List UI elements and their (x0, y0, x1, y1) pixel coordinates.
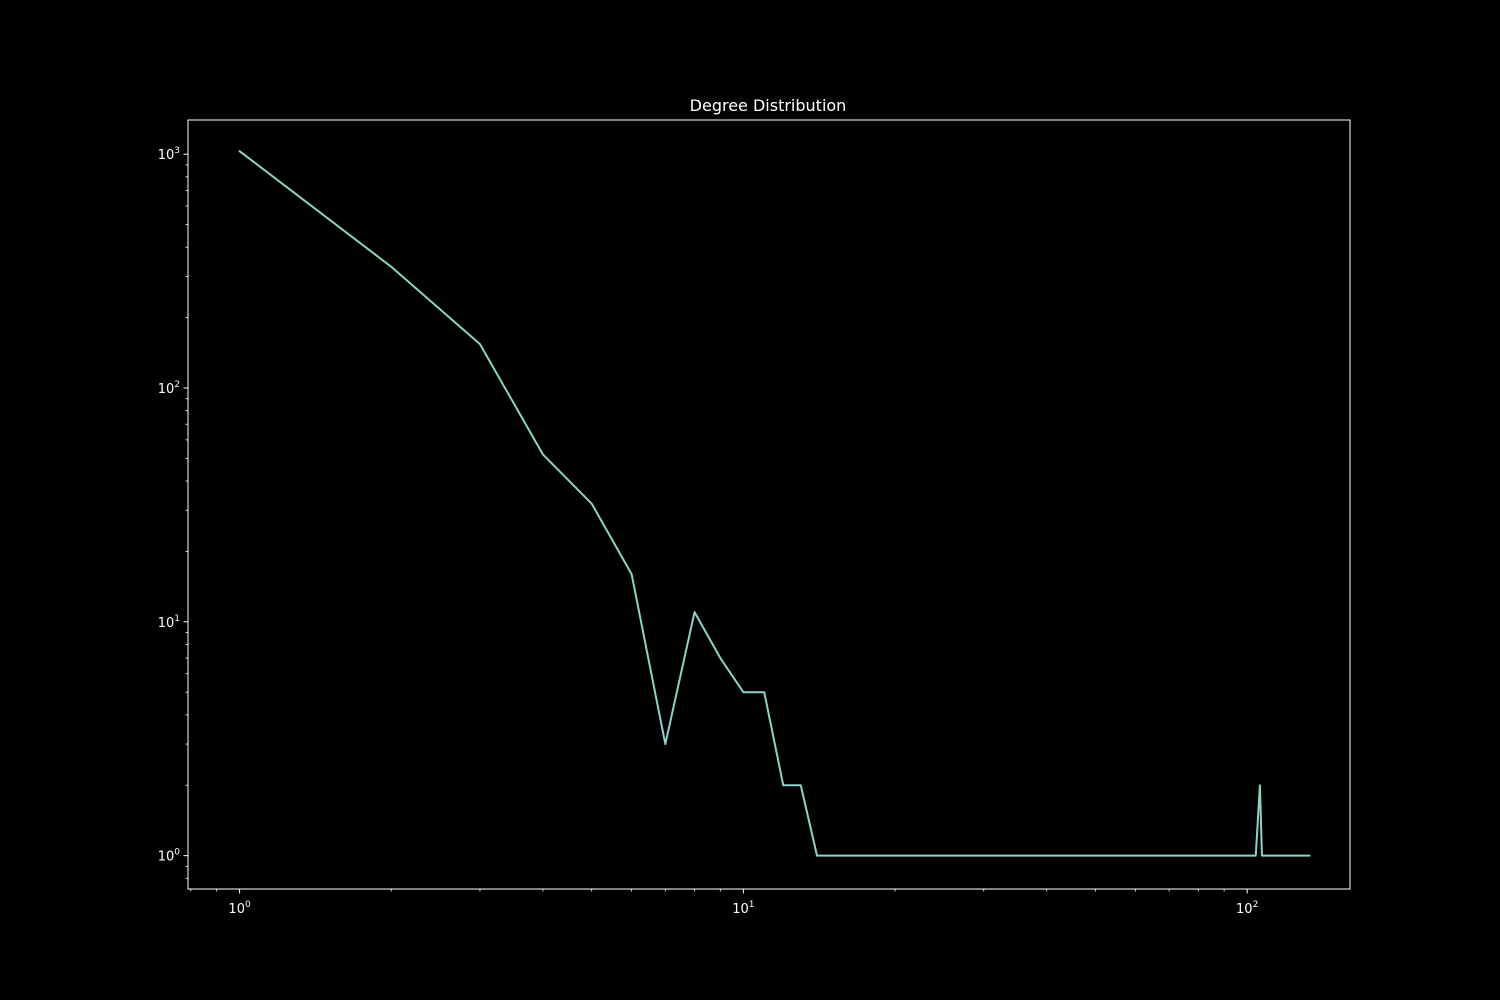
y-tick-label: 100 (158, 848, 181, 865)
axes-frame (187, 119, 1351, 890)
chart-title: Degree Distribution (690, 96, 847, 115)
x-axis: 100 101 102 (190, 889, 1258, 917)
y-tick-label: 102 (158, 380, 180, 397)
x-tick-label: 101 (732, 900, 754, 917)
series-line-0 (238, 150, 1311, 857)
x-tick-label: 100 (228, 900, 251, 917)
y-tick-label: 103 (158, 146, 180, 163)
y-tick-label: 101 (158, 614, 180, 631)
y-axis: 100 101 102 103 (158, 146, 188, 879)
plot-area (238, 150, 1311, 857)
x-tick-label: 102 (1236, 900, 1258, 917)
